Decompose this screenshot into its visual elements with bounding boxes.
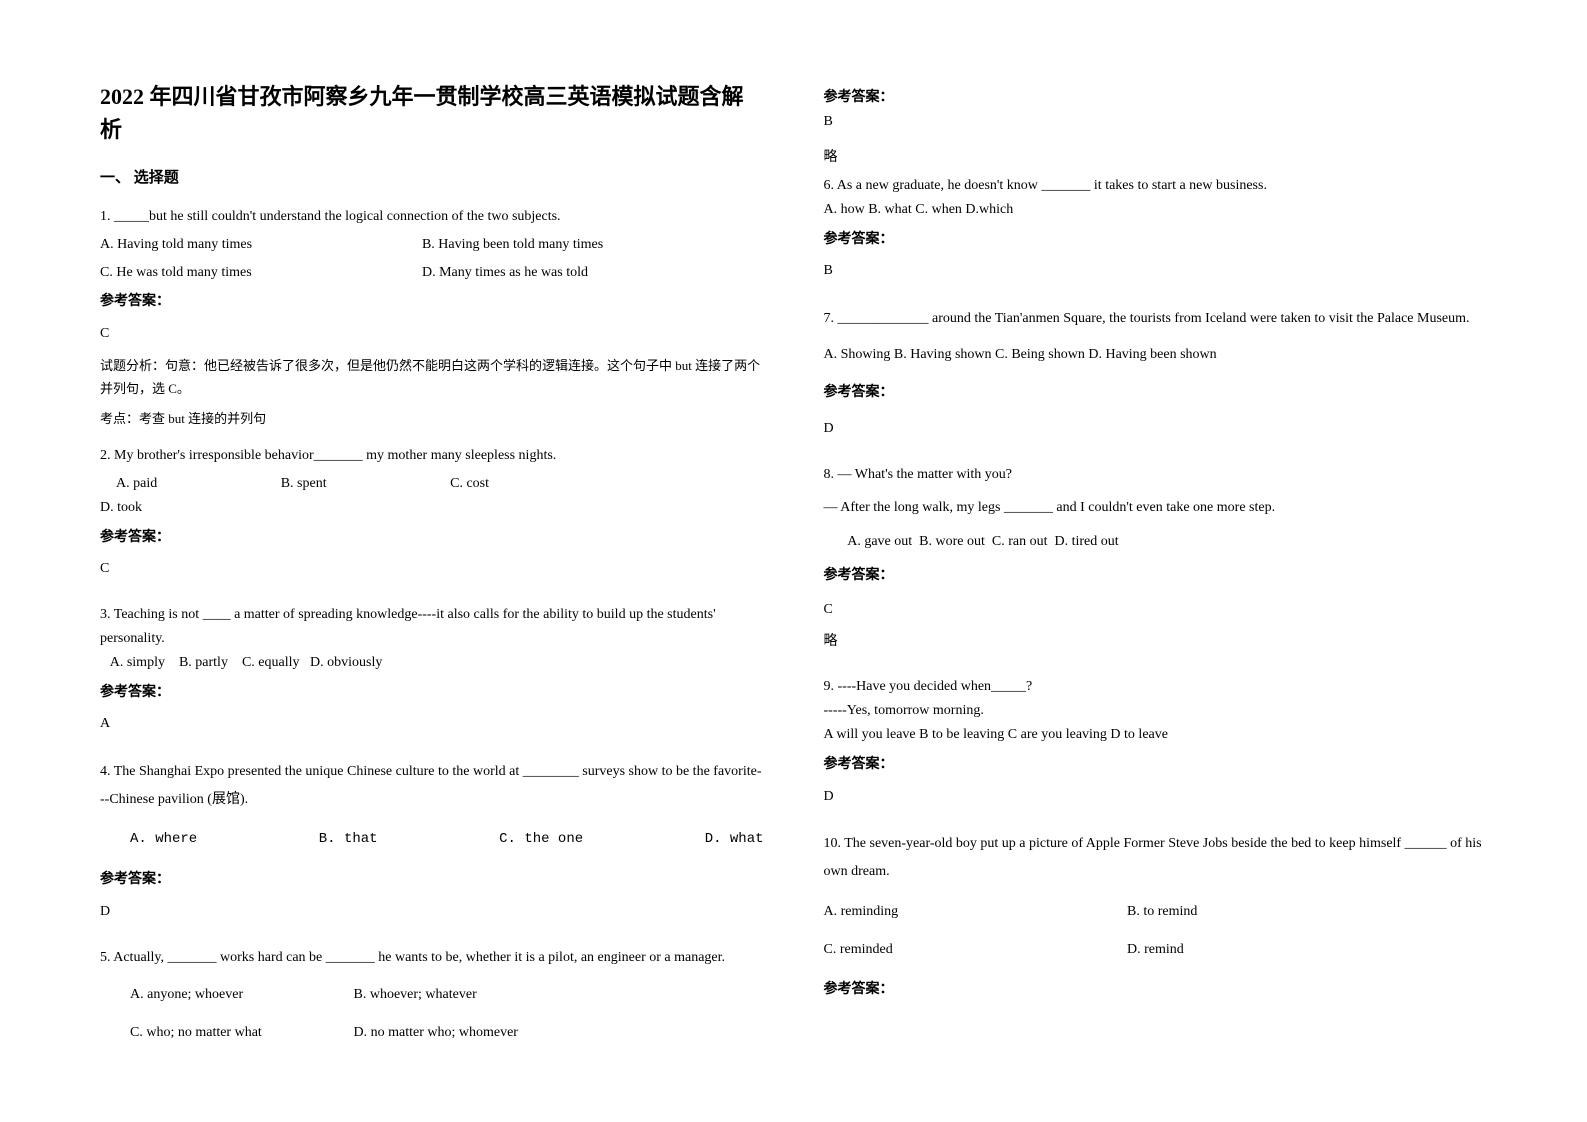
q5-options-row1: A. anyone; whoever B. whoever; whatever: [100, 983, 764, 1007]
q8-omit: 略: [824, 630, 1488, 654]
q4-opt-c: C. the one: [499, 828, 583, 852]
question-8: 8. — What's the matter with you? — After…: [824, 463, 1488, 662]
q9-opts: A will you leave B to be leaving C are y…: [824, 723, 1488, 747]
question-9: 9. ----Have you decided when_____? -----…: [824, 675, 1488, 816]
q10-opt-b: B. to remind: [1127, 904, 1197, 919]
q2-stem: 2. My brother's irresponsible behavior__…: [100, 444, 764, 468]
q5-omit: 略: [824, 146, 1488, 166]
q1-note1: 试题分析：句意：他已经被告诉了很多次，但是他仍然不能明白这两个学科的逻辑连接。这…: [100, 354, 764, 401]
q5-ans: B: [824, 114, 1488, 130]
q1-options-row1: A. Having told many times B. Having been…: [100, 233, 764, 257]
q5-opt-d: D. no matter who; whomever: [354, 1025, 518, 1040]
left-column: 2022 年四川省甘孜市阿察乡九年一贯制学校高三英语模拟试题含解析 一、 选择题…: [100, 80, 764, 1082]
q2-opt-c: C. cost: [450, 472, 489, 496]
q6-ans-label: 参考答案：: [824, 228, 1488, 252]
question-2: 2. My brother's irresponsible behavior__…: [100, 444, 764, 589]
q2-options: A. paid B. spent C. cost D. took: [100, 472, 764, 520]
q9-line2: -----Yes, tomorrow morning.: [824, 699, 1488, 723]
question-7: 7. _____________ around the Tian'anmen S…: [824, 305, 1488, 448]
q3-ans: A: [100, 712, 764, 736]
q10-opt-d: D. remind: [1127, 942, 1184, 957]
q5-ans-label: 参考答案：: [824, 86, 1488, 106]
q9-ans: D: [824, 785, 1488, 809]
right-column: 参考答案： B 略 6. As a new graduate, he doesn…: [824, 80, 1488, 1082]
q2-opt-b: B. spent: [281, 472, 327, 496]
q7-ans: D: [824, 417, 1488, 441]
q2-ans-label: 参考答案：: [100, 526, 764, 550]
q5-stem: 5. Actually, _______ works hard can be _…: [100, 946, 764, 970]
q3-stem: 3. Teaching is not ____ a matter of spre…: [100, 603, 764, 651]
q6-opts: A. how B. what C. when D.which: [824, 198, 1488, 222]
exam-title: 2022 年四川省甘孜市阿察乡九年一贯制学校高三英语模拟试题含解析: [100, 80, 764, 146]
q1-opt-d: D. Many times as he was told: [422, 261, 740, 285]
q1-ans-label: 参考答案：: [100, 290, 764, 314]
q5-opt-b: B. whoever; whatever: [354, 987, 477, 1002]
q7-ans-label: 参考答案：: [824, 381, 1488, 405]
q4-opt-a: A. where: [130, 828, 197, 852]
q8-line1: 8. — What's the matter with you?: [824, 463, 1488, 487]
q10-options-row1: A. reminding B. to remind: [824, 900, 1488, 924]
q8-opts: A. gave out B. wore out C. ran out D. ti…: [824, 530, 1488, 554]
q1-opt-b: B. Having been told many times: [422, 233, 740, 257]
q4-opt-d: D. what: [705, 828, 764, 852]
section-heading: 一、 选择题: [100, 166, 764, 187]
q1-opt-a: A. Having told many times: [100, 233, 418, 257]
q1-ans: C: [100, 322, 764, 346]
q4-ans: D: [100, 900, 764, 924]
q2-ans: C: [100, 557, 764, 581]
q10-ans-label: 参考答案：: [824, 978, 1488, 1002]
q1-opt-c: C. He was told many times: [100, 261, 418, 285]
q7-opts: A. Showing B. Having shown C. Being show…: [824, 343, 1488, 367]
q2-opt-d: D. took: [100, 496, 142, 520]
q5-opt-a: A. anyone; whoever: [130, 983, 350, 1007]
q8-ans: C: [824, 598, 1488, 622]
question-5: 5. Actually, _______ works hard can be _…: [100, 946, 764, 1045]
q6-stem: 6. As a new graduate, he doesn't know __…: [824, 174, 1488, 198]
q8-ans-label: 参考答案：: [824, 564, 1488, 588]
q4-opt-b: B. that: [319, 828, 378, 852]
q10-options-row2: C. reminded D. remind: [824, 938, 1488, 962]
q4-options: A. where B. that C. the one D. what: [100, 828, 764, 852]
q5-options-row2: C. who; no matter what D. no matter who;…: [100, 1021, 764, 1045]
q9-ans-label: 参考答案：: [824, 753, 1488, 777]
q2-opt-a: A. paid: [116, 472, 157, 496]
q5-opt-c: C. who; no matter what: [130, 1021, 350, 1045]
q4-stem: 4. The Shanghai Expo presented the uniqu…: [100, 758, 764, 814]
q1-note2: 考点：考查 but 连接的并列句: [100, 407, 764, 430]
question-1: 1. _____but he still couldn't understand…: [100, 205, 764, 430]
q1-options-row2: C. He was told many times D. Many times …: [100, 261, 764, 285]
q1-stem: 1. _____but he still couldn't understand…: [100, 205, 764, 229]
q9-line1: 9. ----Have you decided when_____?: [824, 675, 1488, 699]
question-4: 4. The Shanghai Expo presented the uniqu…: [100, 758, 764, 931]
q6-ans: B: [824, 259, 1488, 283]
question-10: 10. The seven-year-old boy put up a pict…: [824, 830, 1488, 1001]
q3-ans-label: 参考答案：: [100, 681, 764, 705]
q10-opt-a: A. reminding: [824, 900, 1124, 924]
question-6: 6. As a new graduate, he doesn't know __…: [824, 174, 1488, 291]
q8-line2: — After the long walk, my legs _______ a…: [824, 496, 1488, 520]
question-3: 3. Teaching is not ____ a matter of spre…: [100, 603, 764, 744]
q4-ans-label: 参考答案：: [100, 868, 764, 892]
q7-stem: 7. _____________ around the Tian'anmen S…: [824, 305, 1488, 333]
q10-opt-c: C. reminded: [824, 938, 1124, 962]
q3-opts: A. simply B. partly C. equally D. obviou…: [100, 651, 764, 675]
q10-stem: 10. The seven-year-old boy put up a pict…: [824, 830, 1488, 886]
